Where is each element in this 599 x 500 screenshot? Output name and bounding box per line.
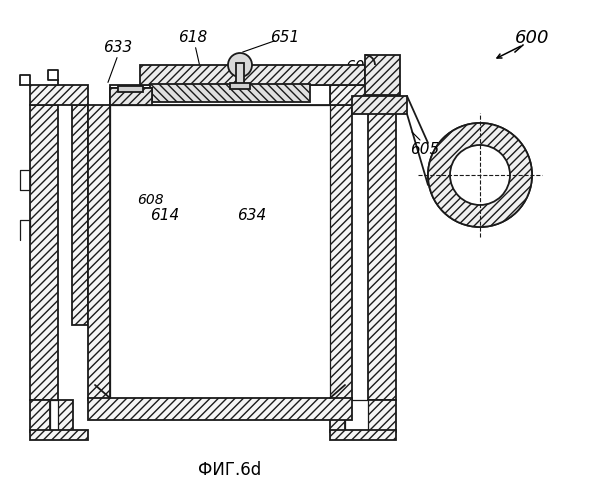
- Text: 618: 618: [179, 30, 208, 44]
- Bar: [30, 400, 50, 432]
- Bar: [110, 105, 330, 400]
- Text: 608: 608: [137, 193, 164, 207]
- Bar: [352, 96, 407, 114]
- Text: ФИГ.6d: ФИГ.6d: [198, 461, 262, 479]
- Text: 651: 651: [270, 30, 300, 44]
- Text: 609: 609: [346, 60, 374, 76]
- Bar: [140, 65, 365, 85]
- Bar: [118, 86, 143, 92]
- Text: 614: 614: [150, 208, 180, 222]
- Bar: [230, 83, 250, 89]
- Bar: [365, 55, 400, 95]
- Bar: [72, 105, 88, 325]
- Bar: [150, 84, 310, 102]
- Bar: [330, 105, 352, 400]
- Circle shape: [428, 123, 532, 227]
- Bar: [330, 430, 396, 440]
- Bar: [30, 85, 88, 105]
- Text: 600: 600: [515, 29, 549, 47]
- Text: 605: 605: [410, 142, 440, 158]
- Bar: [110, 88, 152, 100]
- Circle shape: [450, 145, 510, 205]
- Circle shape: [228, 53, 252, 77]
- Bar: [50, 400, 58, 432]
- Bar: [330, 85, 396, 105]
- Bar: [345, 400, 368, 432]
- Text: 633: 633: [104, 40, 132, 56]
- Text: 634: 634: [237, 208, 267, 222]
- Polygon shape: [110, 88, 152, 105]
- Bar: [58, 400, 73, 432]
- Bar: [368, 105, 396, 400]
- Bar: [368, 400, 396, 432]
- Bar: [110, 85, 330, 105]
- Bar: [236, 63, 244, 85]
- Bar: [88, 105, 110, 400]
- Bar: [30, 105, 58, 400]
- Bar: [330, 400, 345, 432]
- Bar: [30, 430, 88, 440]
- Bar: [88, 398, 352, 420]
- Circle shape: [428, 123, 532, 227]
